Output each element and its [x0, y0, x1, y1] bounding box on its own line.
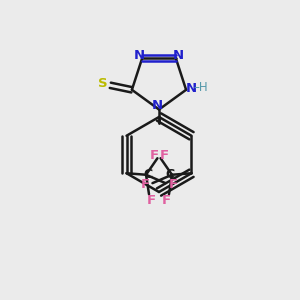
- Text: F: F: [160, 149, 169, 162]
- Text: F: F: [149, 149, 158, 162]
- Text: F: F: [169, 178, 178, 191]
- Text: C: C: [144, 168, 153, 181]
- Text: N: N: [134, 49, 145, 62]
- Text: C: C: [165, 168, 174, 181]
- Text: N: N: [173, 49, 184, 62]
- Text: S: S: [98, 77, 108, 90]
- Text: F: F: [162, 194, 171, 207]
- Text: N: N: [186, 82, 197, 95]
- Text: F: F: [147, 194, 156, 207]
- Text: –H: –H: [194, 81, 208, 94]
- Text: F: F: [140, 178, 149, 191]
- Text: N: N: [152, 99, 163, 112]
